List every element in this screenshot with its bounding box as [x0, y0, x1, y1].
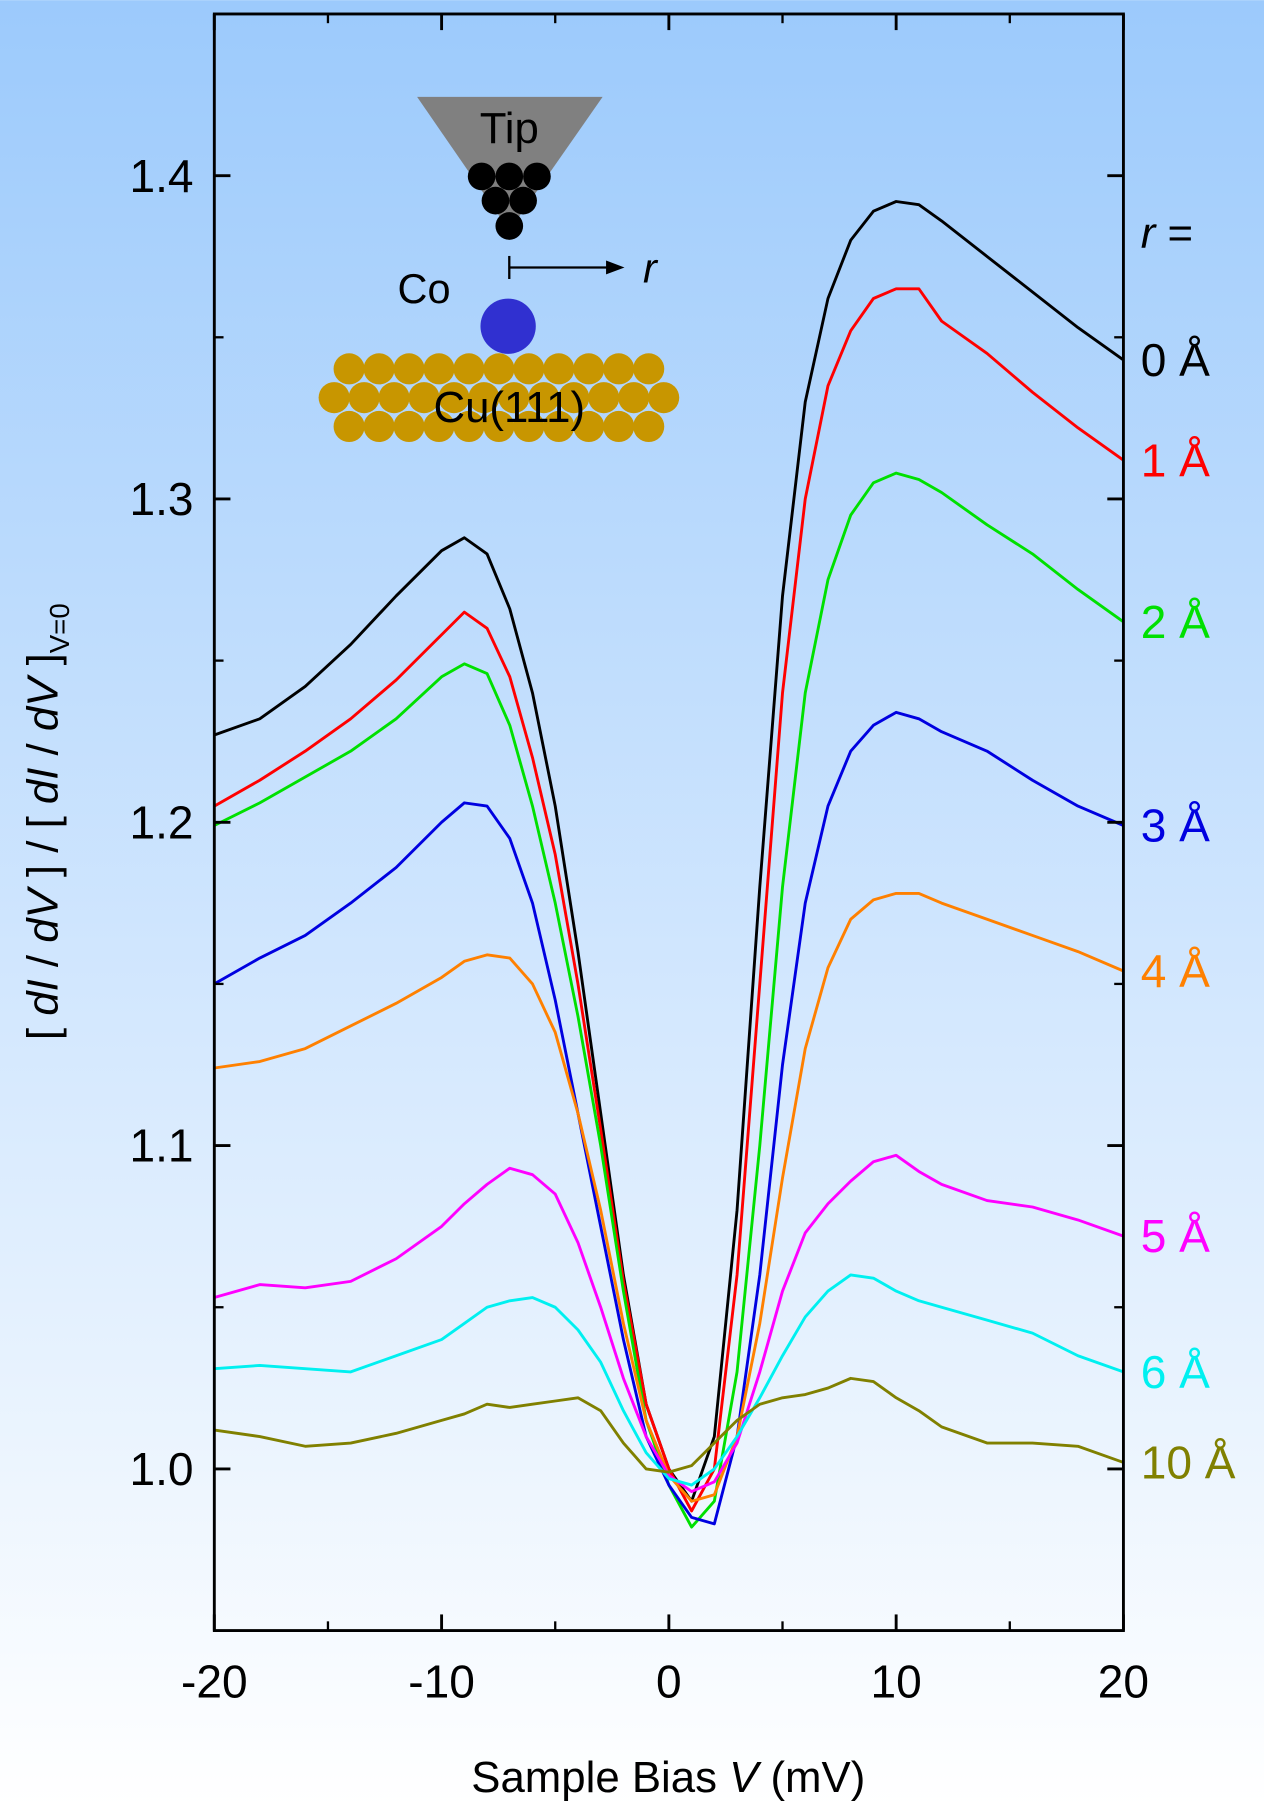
series-label: 6 Å: [1141, 1346, 1210, 1398]
series-line: [214, 1376, 1124, 1474]
label-part: /: [19, 731, 68, 767]
x-axis-label: Sample Bias V (mV): [471, 1753, 865, 1802]
series-label: 0 Å: [1141, 334, 1210, 386]
plot-area: [213, 200, 1125, 1529]
label-part: (mV): [758, 1753, 865, 1802]
co-atom: [480, 298, 536, 354]
label-subscript: V=0: [44, 603, 75, 653]
label-part: =: [1155, 209, 1193, 258]
label-part: ] / [: [19, 804, 68, 889]
series-line: [214, 891, 1124, 1503]
label-part: r: [1141, 209, 1158, 258]
series-label: 3 Å: [1141, 800, 1210, 852]
series-label: 5 Å: [1141, 1210, 1210, 1262]
y-axis-label: [ dI / dV ] / [ dI / dV ]V=0: [19, 603, 76, 1040]
x-tick-label: 10: [871, 1655, 922, 1707]
series-line: [213, 1153, 1124, 1493]
label-part: dI: [19, 979, 68, 1016]
adatom-label: Co: [398, 265, 451, 312]
x-tick-label: 20: [1098, 1655, 1149, 1707]
series-label: 10 Å: [1141, 1437, 1236, 1489]
y-tick-label: 1.0: [130, 1443, 194, 1495]
series-label: 1 Å: [1141, 434, 1210, 486]
series-label: 4 Å: [1141, 945, 1210, 997]
y-tick-label: 1.1: [130, 1120, 194, 1172]
inset-diagram: Tip Co r Cu(111): [318, 96, 680, 443]
distance-label: r: [643, 244, 659, 291]
tip-atoms: [467, 162, 551, 240]
label-part: dV: [19, 885, 68, 942]
y-tick-label: 1.4: [130, 150, 194, 202]
legend-title: r =: [1141, 209, 1193, 258]
label-part: [: [19, 1016, 68, 1040]
label-part: V: [729, 1753, 762, 1802]
series-label: 2 Å: [1141, 596, 1210, 648]
x-tick-label: 0: [656, 1655, 682, 1707]
series-line: [214, 1273, 1124, 1487]
x-tick-label: -20: [181, 1655, 248, 1707]
arrow-head: [606, 260, 625, 275]
label-part: ]: [19, 653, 68, 677]
y-tick-label: 1.2: [130, 796, 194, 848]
series-line: [213, 710, 1124, 1526]
tip-label: Tip: [480, 104, 539, 153]
label-part: Sample Bias: [471, 1753, 729, 1802]
label-part: dI: [19, 768, 68, 805]
y-tick-label: 1.3: [130, 473, 194, 525]
surface-atoms: [318, 353, 680, 443]
label-part: dV: [19, 674, 68, 731]
label-part: /: [19, 943, 68, 979]
x-tick-label: -10: [408, 1655, 475, 1707]
series-line: [213, 471, 1125, 1529]
surface-label: Cu(111): [433, 383, 585, 432]
